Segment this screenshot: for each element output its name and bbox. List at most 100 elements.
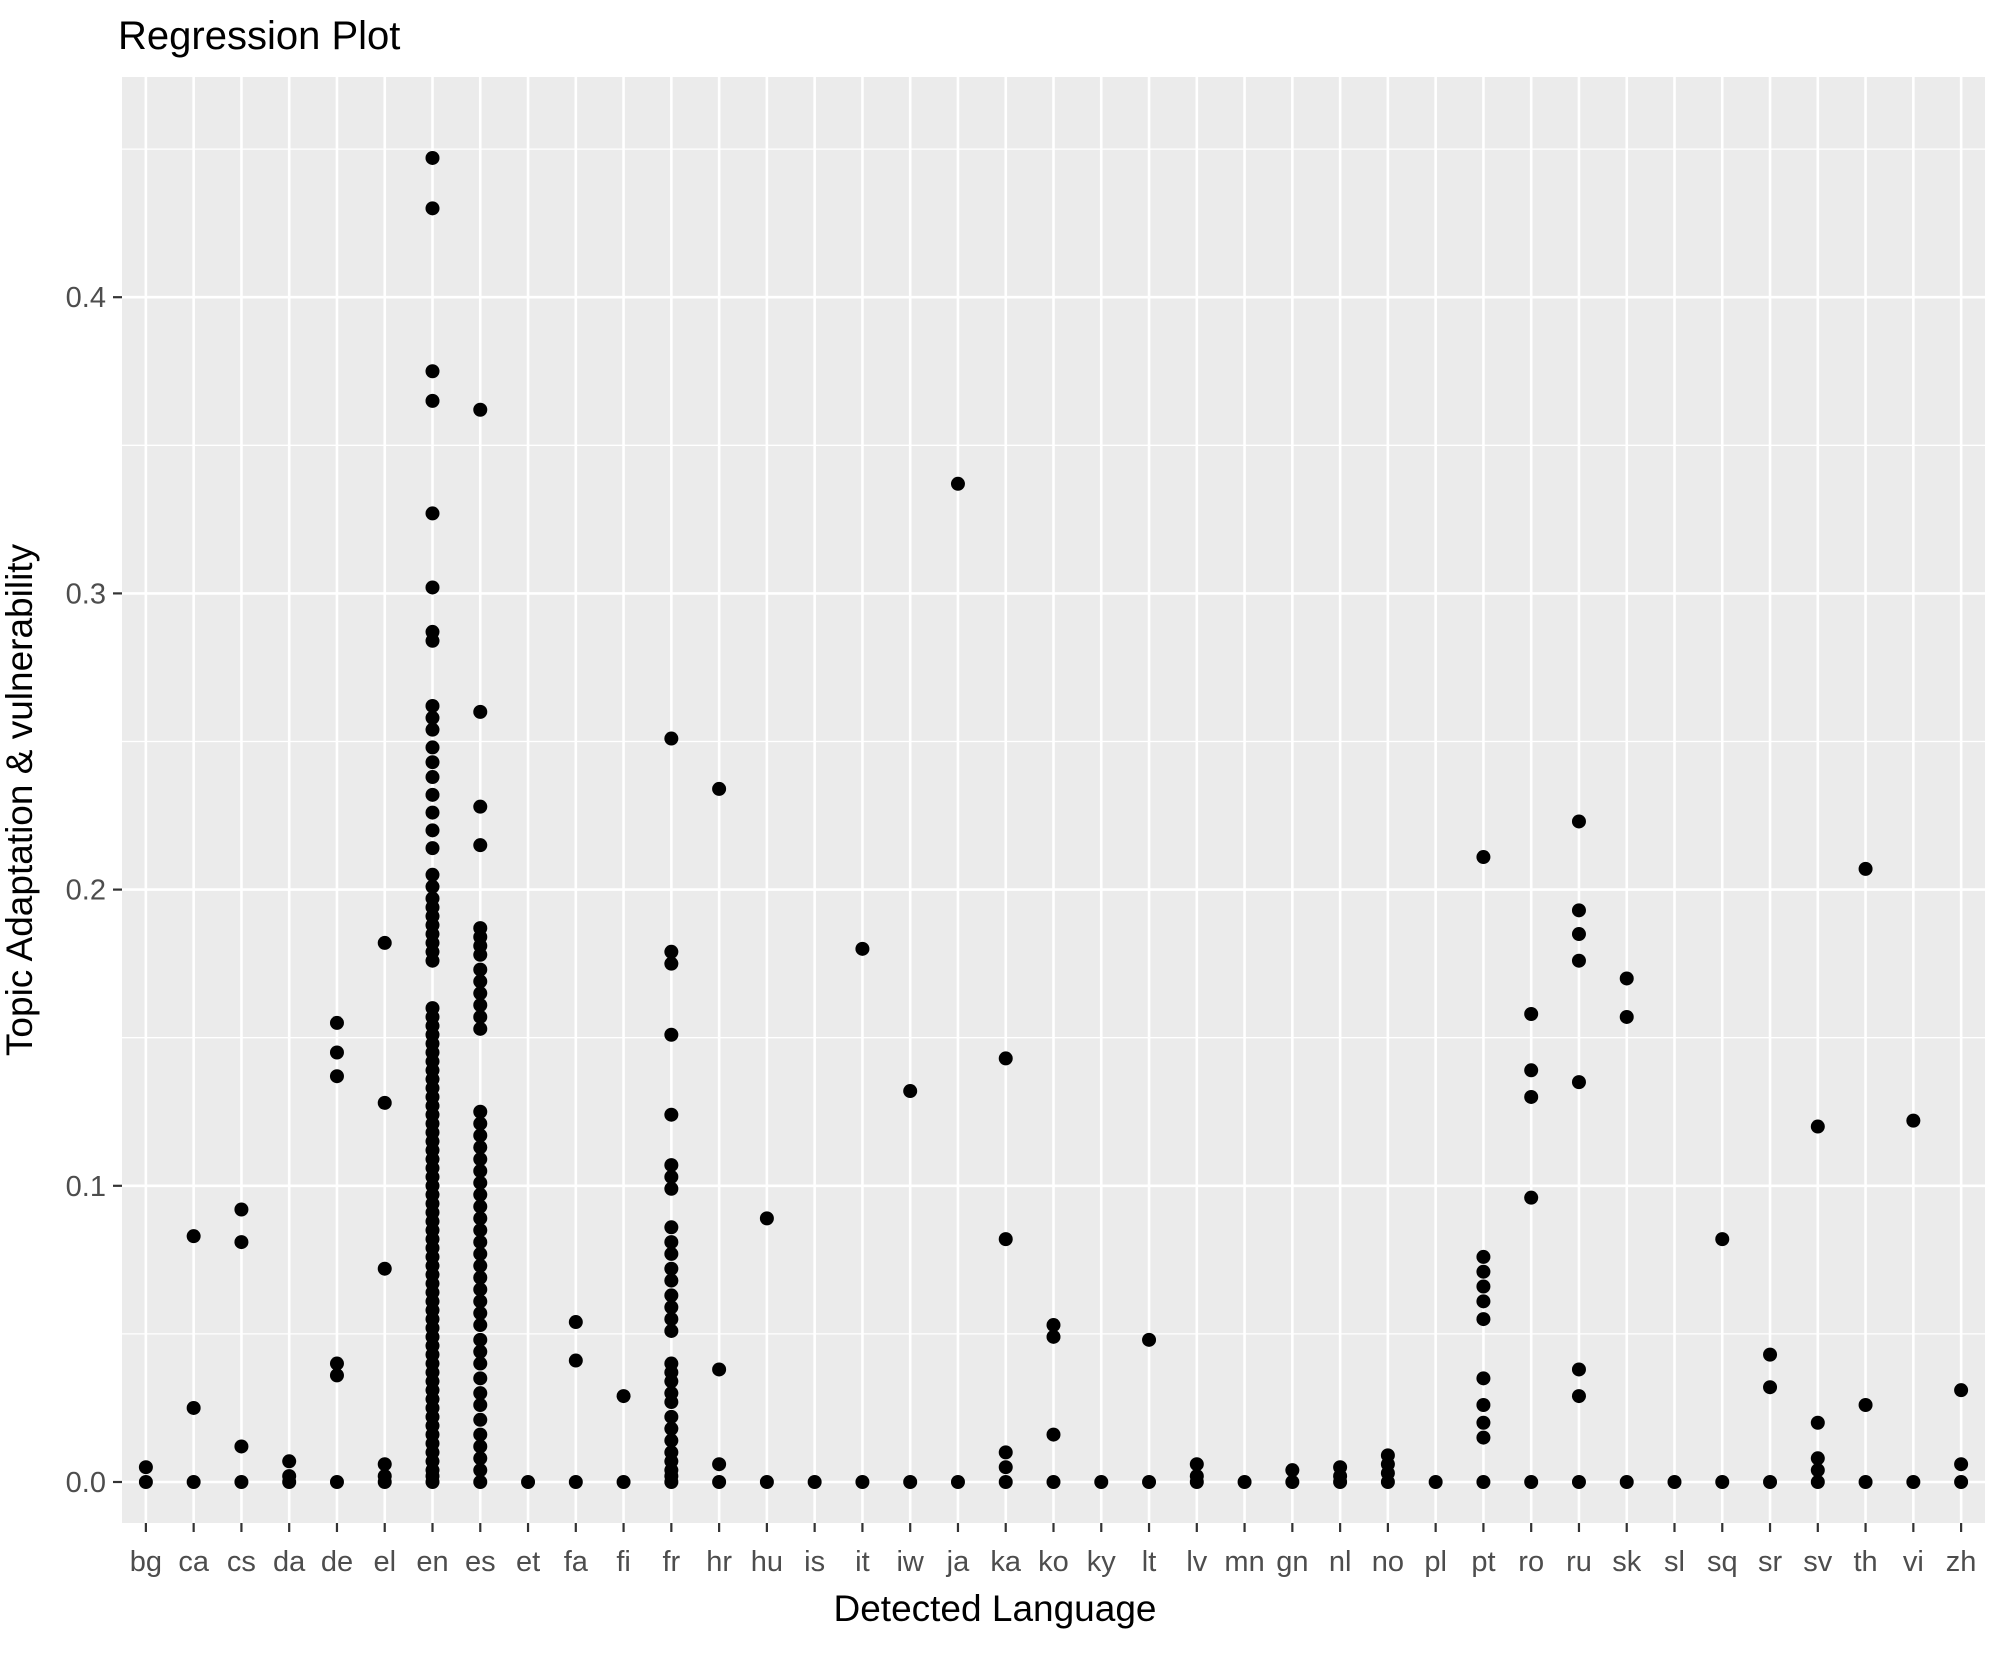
data-point xyxy=(712,1475,727,1489)
data-point xyxy=(1333,1475,1348,1489)
data-point xyxy=(1667,1475,1682,1489)
data-point xyxy=(234,1439,249,1454)
y-tick-label: 0.3 xyxy=(66,578,106,610)
x-tick-label: ca xyxy=(178,1546,210,1578)
x-tick-label: el xyxy=(373,1546,396,1578)
x-tick-label: vi xyxy=(1903,1546,1924,1578)
x-tick-label: pt xyxy=(1471,1546,1495,1578)
data-point xyxy=(1810,1415,1825,1430)
data-point xyxy=(1619,971,1634,986)
data-point xyxy=(377,1095,392,1110)
data-point xyxy=(1476,1430,1491,1445)
data-point xyxy=(1476,1397,1491,1412)
data-point xyxy=(425,805,440,820)
data-point xyxy=(903,1084,918,1099)
x-tick-label: lv xyxy=(1186,1546,1207,1578)
data-point xyxy=(855,941,870,956)
data-point xyxy=(1954,1457,1969,1472)
data-point xyxy=(473,1318,488,1333)
data-point xyxy=(473,1163,488,1178)
data-point xyxy=(664,1300,679,1315)
data-point xyxy=(616,1389,631,1404)
data-point xyxy=(234,1475,249,1489)
data-point xyxy=(664,1169,679,1184)
data-point xyxy=(712,1457,727,1472)
data-point xyxy=(664,1261,679,1276)
data-point xyxy=(1476,1279,1491,1294)
x-tick-label: sk xyxy=(1612,1546,1642,1578)
data-point xyxy=(377,1261,392,1276)
data-point xyxy=(1237,1475,1252,1489)
data-point xyxy=(473,838,488,853)
data-point xyxy=(473,1152,488,1167)
x-tick-label: th xyxy=(1853,1546,1877,1578)
y-tick-label: 0.4 xyxy=(66,282,106,314)
data-point xyxy=(998,1232,1013,1247)
data-point xyxy=(377,1475,392,1489)
data-point xyxy=(1380,1475,1395,1489)
data-point xyxy=(1524,1190,1539,1205)
data-point xyxy=(425,755,440,770)
x-tick-label: bg xyxy=(130,1546,162,1578)
data-point xyxy=(664,1181,679,1196)
data-point xyxy=(329,1475,344,1489)
data-point xyxy=(473,1371,488,1386)
data-point xyxy=(425,506,440,521)
data-point xyxy=(664,731,679,746)
x-tick-label: gn xyxy=(1276,1546,1308,1578)
data-point xyxy=(1524,1089,1539,1104)
x-tick-label: ja xyxy=(946,1546,970,1578)
data-point xyxy=(186,1475,201,1489)
data-point xyxy=(425,787,440,802)
data-point xyxy=(664,1395,679,1410)
data-point xyxy=(1858,1397,1873,1412)
data-point xyxy=(712,781,727,796)
data-point xyxy=(425,823,440,838)
data-point xyxy=(950,476,965,491)
data-point xyxy=(425,150,440,165)
data-point xyxy=(473,998,488,1013)
data-point xyxy=(1476,1249,1491,1264)
data-point xyxy=(568,1475,583,1489)
data-point xyxy=(1142,1332,1157,1347)
data-point xyxy=(759,1475,774,1489)
x-tick-label: it xyxy=(855,1546,870,1578)
data-point xyxy=(473,1258,488,1273)
x-tick-label: ky xyxy=(1087,1546,1117,1578)
y-tick-label: 0.1 xyxy=(66,1171,106,1203)
data-point xyxy=(329,1069,344,1084)
data-point xyxy=(1810,1463,1825,1478)
data-point xyxy=(473,704,488,719)
x-tick-label: iw xyxy=(896,1546,924,1578)
data-point xyxy=(568,1353,583,1368)
data-point xyxy=(1571,1389,1586,1404)
data-point xyxy=(1571,1075,1586,1090)
data-point xyxy=(998,1475,1013,1489)
data-point xyxy=(1571,1475,1586,1489)
data-point xyxy=(855,1475,870,1489)
data-point xyxy=(425,1475,440,1489)
data-point xyxy=(377,1457,392,1472)
data-point xyxy=(138,1460,153,1475)
data-point xyxy=(1524,1007,1539,1022)
data-point xyxy=(473,1199,488,1214)
data-point xyxy=(664,1158,679,1173)
data-point xyxy=(473,1104,488,1119)
data-point xyxy=(186,1400,201,1415)
data-point xyxy=(282,1475,297,1489)
data-point xyxy=(425,710,440,725)
data-point xyxy=(1571,814,1586,829)
data-point xyxy=(950,1475,965,1489)
x-tick-label: sr xyxy=(1758,1546,1783,1578)
x-tick-label: sq xyxy=(1707,1546,1738,1578)
data-point xyxy=(568,1315,583,1330)
data-point xyxy=(1763,1347,1778,1362)
data-point xyxy=(473,1282,488,1297)
data-point xyxy=(1285,1475,1300,1489)
data-point xyxy=(1954,1383,1969,1398)
data-point xyxy=(1858,1475,1873,1489)
x-axis-title: Detected Language xyxy=(833,1588,1157,1629)
data-point xyxy=(473,1386,488,1401)
